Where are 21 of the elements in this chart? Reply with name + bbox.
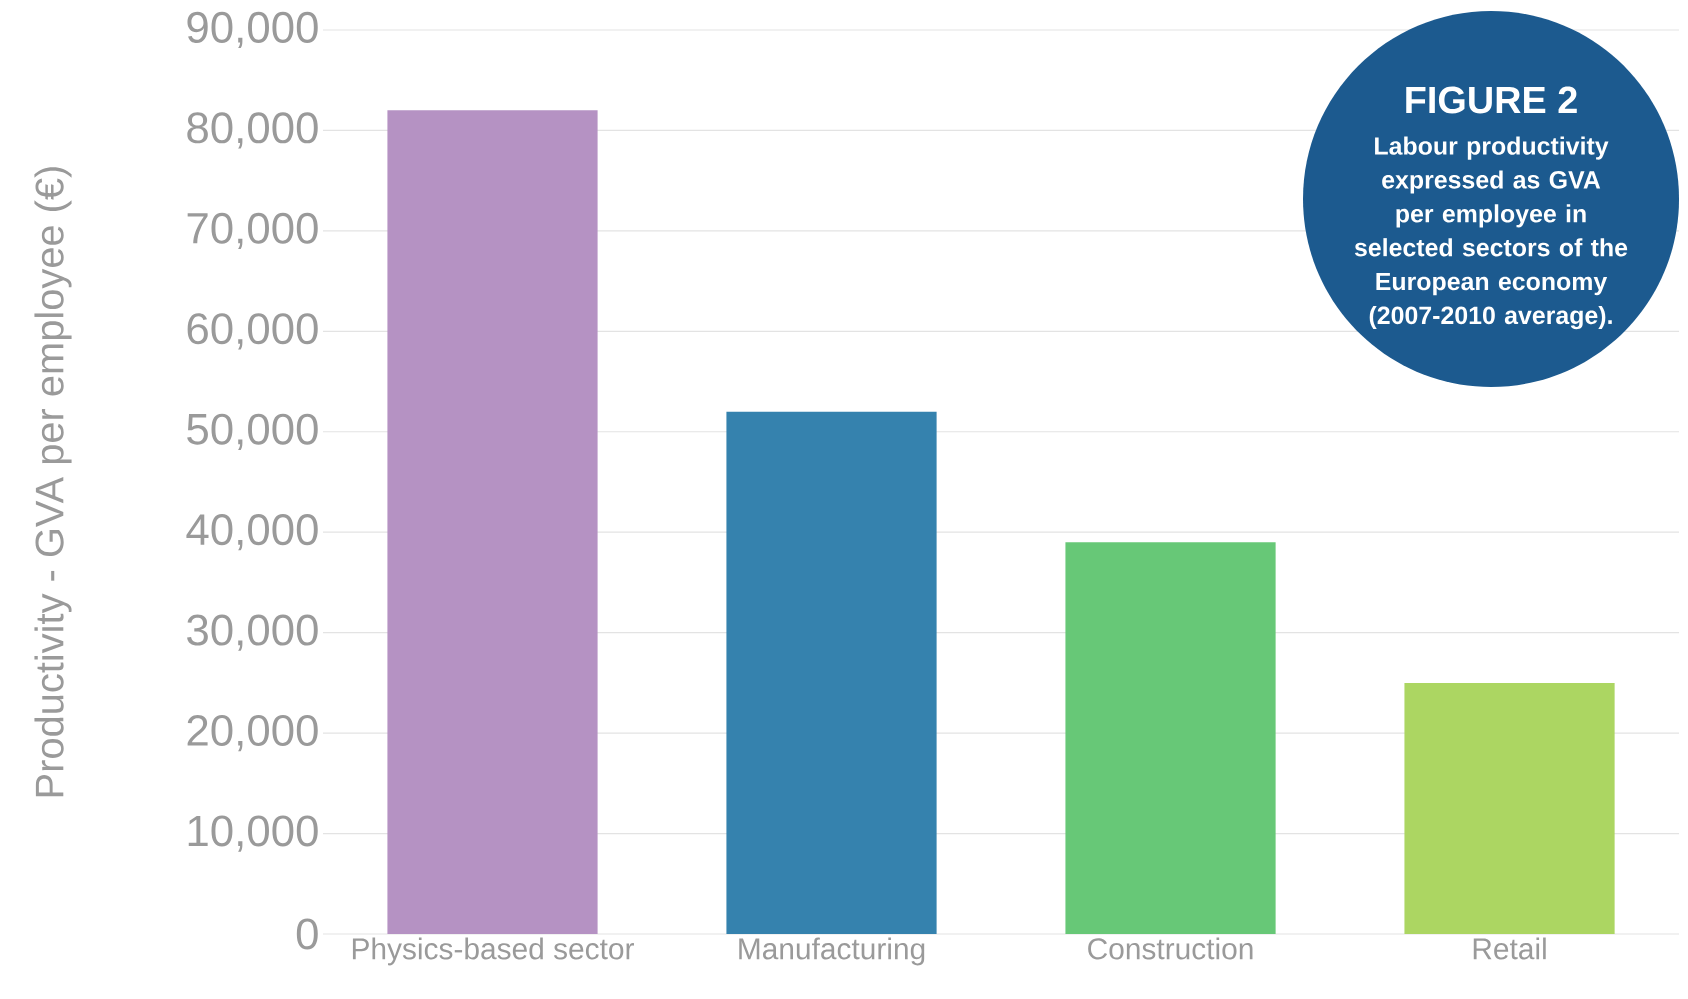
y-tick-label: 80,000	[187, 112, 318, 149]
y-tick-label: 0	[296, 918, 318, 950]
y-tick-label: 20,000	[187, 715, 318, 752]
bar	[1404, 682, 1615, 934]
y-tick-label: 10,000	[188, 815, 318, 852]
x-tick-label: Physics-based sector	[352, 937, 634, 966]
text: FIGURE 2	[1406, 86, 1577, 114]
y-tick-label: 50,000	[187, 413, 318, 450]
bar	[387, 110, 598, 934]
bar	[1065, 542, 1276, 934]
y-tick-label: 30,000	[187, 614, 318, 651]
text: Labour productivity expressed as GVA per employee in selected sectors of the European economy (2007-2010 average).	[1354, 136, 1628, 330]
y-axis-title: Productivity - GVA per employee (€)	[34, 167, 72, 797]
x-tick-label: Construction	[1088, 937, 1253, 960]
y-tick-label: 90,000	[187, 11, 318, 49]
bar	[726, 411, 937, 934]
y-tick-label: 40,000	[186, 514, 318, 551]
x-tick-label: Manufacturing	[739, 937, 925, 966]
y-tick-label: 60,000	[187, 313, 318, 350]
x-tick-label: Retail	[1473, 937, 1546, 960]
y-tick-label: 70,000	[187, 212, 318, 249]
